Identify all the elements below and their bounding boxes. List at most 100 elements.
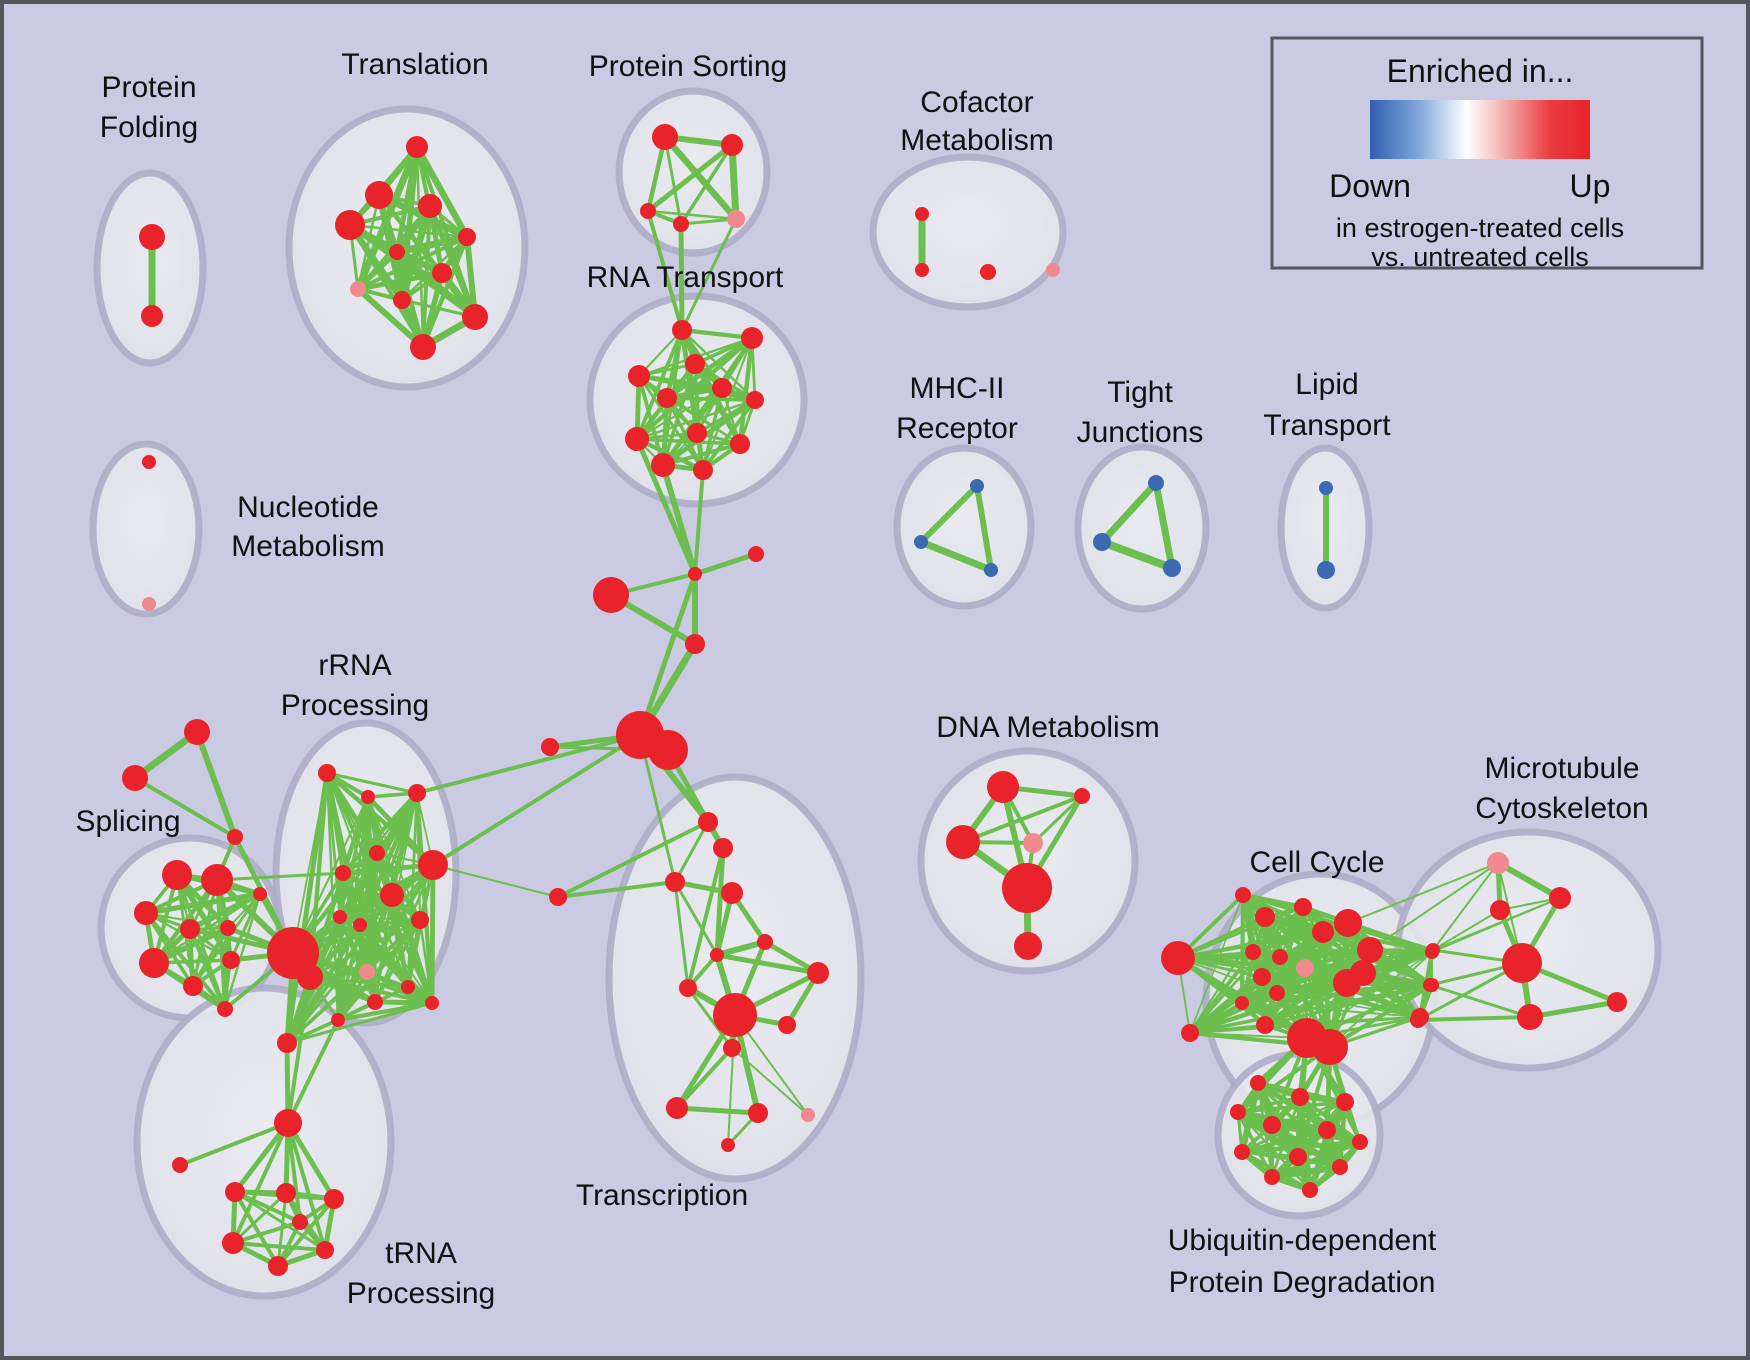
node [425,996,439,1010]
node [139,948,169,978]
node [1490,900,1510,920]
node [1423,978,1437,992]
edge [635,437,742,446]
cluster-label-trna-processing: tRNA Processing [347,1237,495,1310]
cluster-label-protein-sorting: Protein Sorting [589,50,787,83]
edge [1242,894,1308,1039]
edge [634,436,706,473]
node [673,216,689,232]
node [432,263,452,283]
node [393,291,411,309]
node [367,994,383,1010]
edge [1031,794,1084,845]
node [333,910,347,924]
nodes [122,124,1627,1276]
edge [1188,905,1305,1035]
node [1161,941,1195,975]
edge [1432,909,1501,951]
node [139,224,165,250]
node [380,883,404,907]
edge [737,335,755,447]
node [458,228,476,246]
node [220,920,236,936]
node [462,304,488,330]
node [748,546,764,562]
node [1230,1104,1246,1120]
node [687,423,707,443]
edge [961,794,1084,844]
node [1163,559,1181,577]
edge [1428,983,1532,1019]
edge [637,374,705,472]
edge [728,141,740,223]
node [1302,1182,1318,1198]
edge [222,925,231,1012]
edge [429,862,436,1006]
edge [1416,1015,1532,1022]
edge [1098,538,1176,572]
edge [679,217,738,226]
node [389,244,405,260]
node [1245,944,1261,960]
node [359,964,375,980]
node [331,1013,345,1027]
legend-down-label: Down [1329,168,1411,204]
cluster-label-lipid-transport: Lipid Transport [1263,368,1391,442]
edge [1239,892,1246,1006]
node [410,334,436,360]
edge [276,1191,288,1268]
node [253,887,267,901]
edge [673,880,690,990]
edge [637,571,698,738]
node [134,901,158,925]
node [915,207,929,221]
edge [285,863,435,1045]
edge [679,327,755,341]
edge [231,1191,288,1245]
legend-box [1270,36,1704,270]
node [778,1016,796,1034]
node [1517,1004,1543,1030]
node [1256,1016,1274,1034]
edge [1278,950,1434,959]
node [712,378,732,398]
edge [1432,862,1499,951]
node [274,1109,302,1137]
node [1410,1012,1426,1028]
cluster-label-mhc-ii-receptor: MHC-II Receptor [896,372,1018,445]
node [1272,949,1288,965]
node [335,865,351,881]
edge [917,538,995,574]
edge [276,1197,336,1268]
node [757,934,773,950]
mhc-ii-receptor-ellipse [893,444,1035,610]
node [411,911,429,929]
node [1318,1121,1336,1139]
cluster-labels: Protein Folding Translation Protein Sorting… [75,48,1648,1310]
node [746,391,764,409]
node [640,203,656,219]
edge [415,733,642,795]
edge [1152,479,1176,572]
node [277,1033,297,1053]
node [1250,1075,1266,1091]
edge [637,374,757,402]
edge [680,217,738,332]
edge [1241,893,1434,987]
node [1046,263,1060,277]
edge [1189,976,1263,1034]
node [1235,996,1249,1010]
node [593,577,629,613]
edge [638,733,677,884]
edge [663,135,683,226]
edge [418,918,434,1005]
node [292,1214,308,1230]
node [987,771,1019,803]
node [685,634,705,654]
edge [393,233,471,256]
legend: Enriched in... Down Up in estrogen-treated … [1270,36,1704,272]
node [1294,898,1312,916]
node [162,860,192,890]
node [1291,1088,1309,1106]
edge [286,975,312,1125]
